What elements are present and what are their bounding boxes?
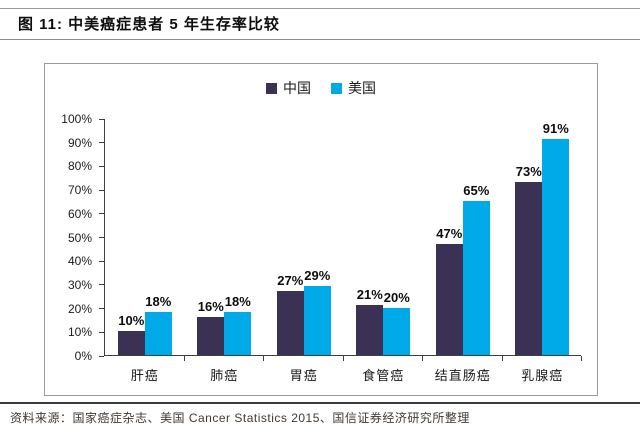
y-tick-label: 80% xyxy=(67,159,92,174)
bar-美国-乳腺癌 xyxy=(542,139,570,355)
x-tick-mark xyxy=(183,356,185,361)
plot-area: 10% 18% 肝癌 16% 18% 肺癌 27% 29% 胃癌 21% 20% 食管癌 47% 65% 结… xyxy=(99,118,583,383)
y-tick-mark xyxy=(99,118,104,120)
chart-container: 中国 美国 0% 10% 20% 30% 40% 50% 60% 70% 80% 90% 100% … xyxy=(44,63,598,396)
x-category-label: 食管癌 xyxy=(362,368,405,383)
bar-value-label: 18% xyxy=(224,294,251,310)
bar-wrap: 73% xyxy=(515,164,543,355)
y-tick-mark xyxy=(99,237,104,238)
y-tick-label: 90% xyxy=(67,135,92,150)
bar-中国-食管癌 xyxy=(356,305,384,355)
x-category-label: 结直肠癌 xyxy=(434,368,491,383)
bar-中国-乳腺癌 xyxy=(515,182,543,355)
y-tick-mark xyxy=(99,165,104,167)
bar-value-label: 91% xyxy=(542,121,569,137)
y-tick-label: 30% xyxy=(67,277,92,292)
bar-wrap: 16% xyxy=(197,299,225,355)
legend-swatch-usa xyxy=(331,82,342,94)
x-tick-mark xyxy=(501,356,503,361)
x-tick-mark xyxy=(422,356,423,361)
y-tick-mark xyxy=(99,308,104,310)
bar-中国-肝癌 xyxy=(117,331,145,355)
bar-美国-肝癌 xyxy=(144,312,172,355)
y-tick-mark xyxy=(99,189,104,191)
y-tick-label: 50% xyxy=(67,230,92,245)
bar-wrap: 10% xyxy=(117,313,145,355)
y-tick-mark xyxy=(99,213,104,215)
y-tick-label: 70% xyxy=(67,183,92,198)
bar-value-label: 20% xyxy=(383,289,410,305)
bar-wrap: 20% xyxy=(383,289,411,355)
bar-value-label: 18% xyxy=(145,294,172,310)
x-category-label: 肝癌 xyxy=(130,368,159,383)
legend-swatch-china xyxy=(266,82,277,94)
bar-value-label: 21% xyxy=(356,287,383,303)
bar-group-6: 73% 91% xyxy=(503,119,583,355)
bar-中国-胃癌 xyxy=(276,291,304,355)
bar-value-label: 10% xyxy=(118,313,145,329)
y-axis: 0% 10% 20% 30% 40% 50% 60% 70% 80% 90% 100% xyxy=(45,112,100,363)
bar-wrap: 29% xyxy=(303,268,331,355)
source-note: 资料来源：国家癌症杂志、美国 Cancer Statistics 2015、国信… xyxy=(10,411,470,425)
bar-group-3: 27% 29% xyxy=(264,119,344,355)
y-tick-label: 0% xyxy=(74,349,92,363)
bar-wrap: 47% xyxy=(435,225,463,355)
y-tick-mark xyxy=(99,331,104,333)
bar-group-1: 10% 18% xyxy=(105,119,185,355)
y-tick-label: 20% xyxy=(67,301,92,316)
bar-group-5: 47% 65% xyxy=(423,119,503,355)
top-divider xyxy=(0,8,640,9)
y-tick-mark xyxy=(99,284,104,286)
bar-group-4: 21% 20% xyxy=(344,119,424,355)
bar-value-label: 47% xyxy=(436,225,463,241)
legend-label-usa: 美国 xyxy=(348,80,376,96)
legend-item-china: 中国 xyxy=(266,78,311,98)
footer-divider xyxy=(0,402,640,404)
bar-wrap: 91% xyxy=(542,121,570,355)
bar-美国-胃癌 xyxy=(303,286,331,355)
bar-wrap: 65% xyxy=(462,182,490,355)
title-divider xyxy=(0,39,640,40)
legend-label-china: 中国 xyxy=(283,80,311,96)
y-tick-label: 60% xyxy=(67,206,92,221)
y-tick-label: 40% xyxy=(67,254,92,269)
x-category-label: 胃癌 xyxy=(289,368,318,383)
bar-value-label: 29% xyxy=(304,268,331,284)
y-tick-mark xyxy=(99,260,104,262)
x-category-label: 肺癌 xyxy=(210,368,239,383)
bar-中国-结直肠癌 xyxy=(435,243,463,355)
x-tick-mark xyxy=(342,356,344,361)
bar-value-label: 27% xyxy=(277,273,304,289)
bar-美国-肺癌 xyxy=(224,312,252,355)
y-tick-label: 100% xyxy=(61,112,92,126)
bar-中国-肺癌 xyxy=(197,317,225,355)
x-category-label: 乳腺癌 xyxy=(521,368,564,383)
y-tick-mark xyxy=(99,355,104,357)
bar-wrap: 18% xyxy=(224,294,252,355)
bar-wrap: 21% xyxy=(356,287,384,355)
bar-value-label: 16% xyxy=(197,299,224,315)
x-tick-mark xyxy=(581,356,582,361)
bar-value-label: 73% xyxy=(515,164,542,179)
bar-wrap: 18% xyxy=(144,294,172,355)
bar-value-label: 65% xyxy=(463,182,490,198)
chart-legend: 中国 美国 xyxy=(45,78,597,98)
y-tick-mark xyxy=(99,142,104,144)
figure-title: 图 11: 中美癌症患者 5 年生存率比较 xyxy=(18,16,280,33)
y-tick-label: 10% xyxy=(67,325,92,340)
bar-美国-食管癌 xyxy=(383,307,411,355)
bar-group-2: 16% 18% xyxy=(185,119,265,355)
bar-美国-结直肠癌 xyxy=(462,200,490,355)
bar-wrap: 27% xyxy=(276,273,304,355)
legend-item-usa: 美国 xyxy=(331,78,376,98)
x-tick-mark xyxy=(263,356,264,361)
